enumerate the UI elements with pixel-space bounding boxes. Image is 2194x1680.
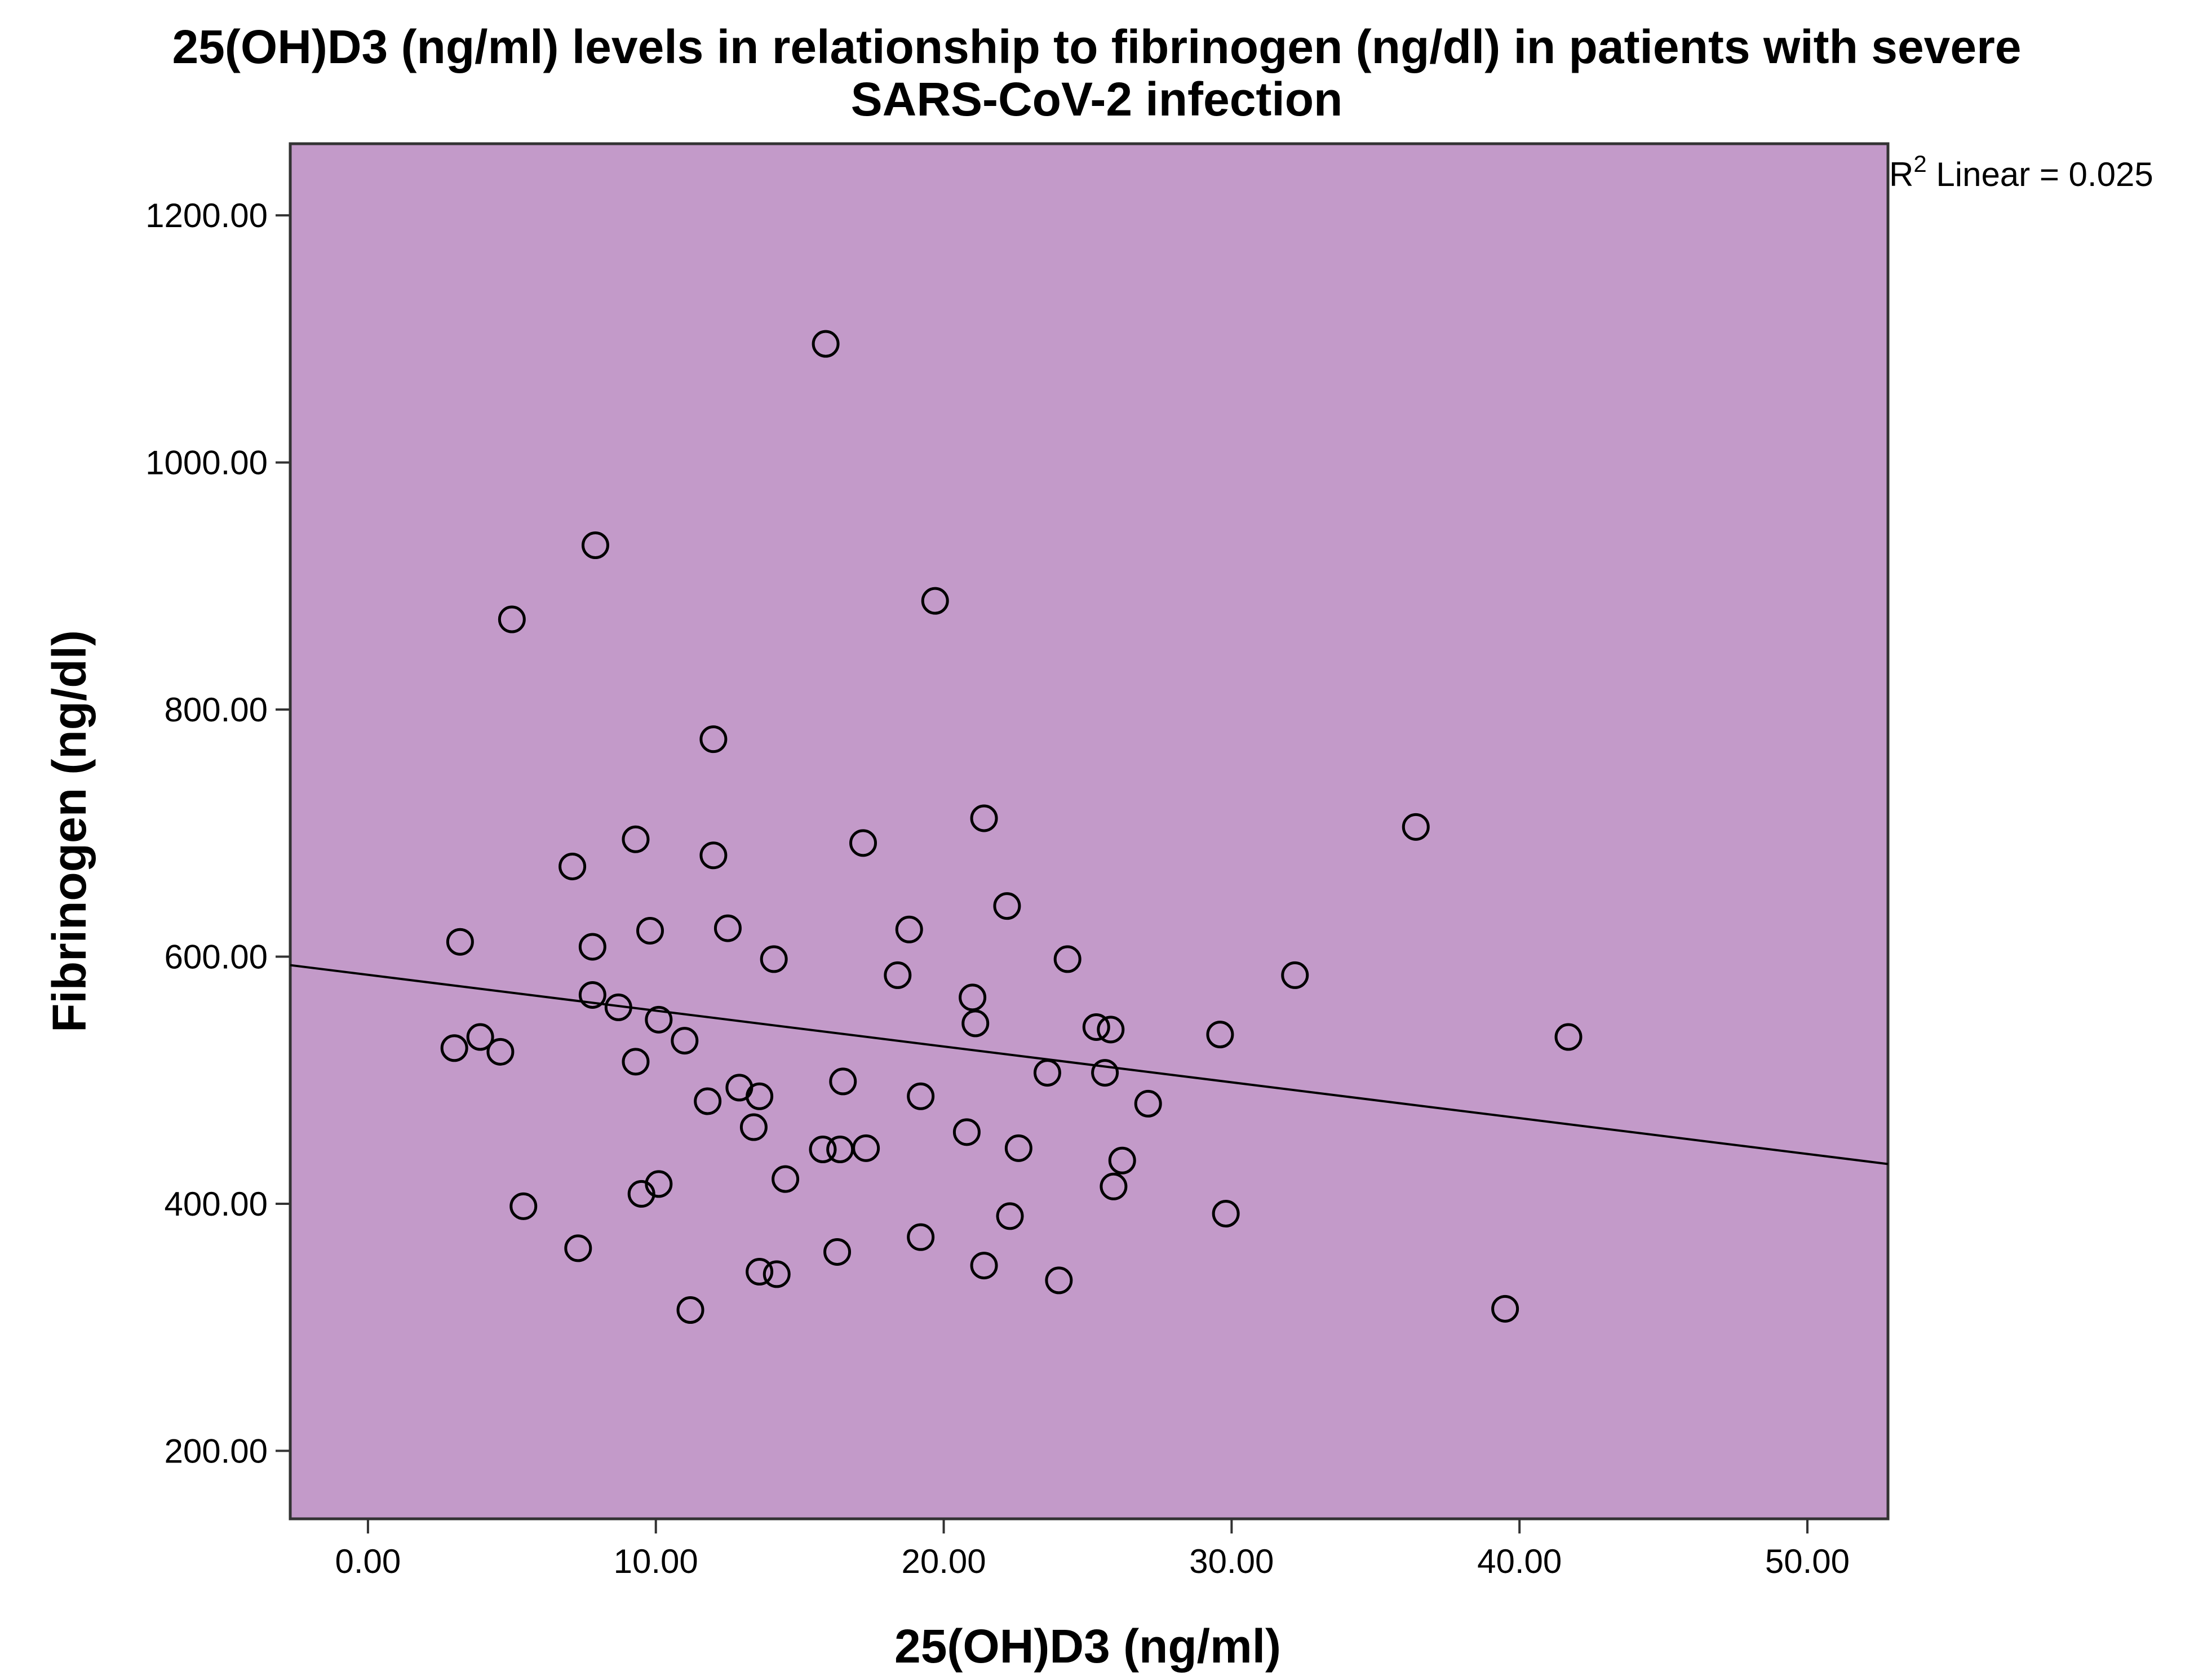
data-point [699, 841, 728, 870]
data-point [1045, 1266, 1073, 1295]
data-point [486, 1038, 515, 1066]
data-point [849, 829, 877, 857]
data-point [446, 928, 474, 956]
r2-superscript: 2 [1913, 150, 1926, 177]
data-point [907, 1223, 935, 1251]
data-point [559, 852, 587, 880]
data-point [1082, 1013, 1110, 1041]
data-point [509, 1192, 538, 1220]
data-point [996, 1202, 1024, 1230]
data-point [1554, 1023, 1583, 1051]
x-tick-label: 0.00 [335, 1542, 401, 1580]
data-point [1281, 961, 1309, 989]
x-tick-label: 40.00 [1477, 1542, 1562, 1580]
chart-title-line-1: 25(OH)D3 (ng/ml) levels in relationship … [172, 20, 2021, 73]
data-point [440, 1034, 468, 1062]
data-point [809, 1136, 837, 1164]
fit-line-group [290, 964, 1889, 1165]
data-point [952, 1118, 981, 1146]
data-point [622, 1048, 650, 1076]
data-point [498, 605, 526, 633]
y-tick-label: 200.00 [164, 1432, 268, 1470]
r2-prefix: R [1889, 156, 1913, 193]
data-point [1402, 813, 1430, 841]
data-point [1091, 1059, 1119, 1087]
data-point [895, 915, 923, 943]
data-point [772, 1165, 800, 1193]
data-point [627, 1180, 655, 1208]
data-point [739, 1113, 768, 1141]
chart-title-line-2: SARS-CoV-2 infection [851, 73, 1343, 126]
x-axis-label: 25(OH)D3 (ng/ml) [894, 1620, 1281, 1673]
x-tick-label: 30.00 [1189, 1542, 1274, 1580]
data-point [812, 330, 840, 358]
data-point [1100, 1172, 1128, 1200]
data-point [760, 945, 788, 973]
x-tick-label: 10.00 [614, 1542, 698, 1580]
data-point [604, 993, 632, 1021]
data-point [1212, 1200, 1240, 1228]
data-point [636, 916, 664, 945]
data-point [699, 725, 728, 753]
y-tick-label: 800.00 [164, 691, 268, 729]
data-point [676, 1296, 704, 1324]
x-tick-label: 20.00 [901, 1542, 986, 1580]
data-point [1053, 945, 1082, 973]
data-point [763, 1260, 791, 1288]
plot-area [289, 142, 1890, 1521]
data-point [1004, 1134, 1032, 1162]
data-point [993, 892, 1021, 920]
y-tick-label: 400.00 [164, 1185, 268, 1223]
y-tick-label: 1000.00 [145, 444, 268, 482]
r2-annotation: R2 Linear = 0.025 [1889, 150, 2153, 193]
y-tick-label: 600.00 [164, 938, 268, 976]
data-point [578, 981, 606, 1009]
x-tick-label: 50.00 [1765, 1542, 1850, 1580]
data-point [1108, 1146, 1136, 1174]
data-point [1491, 1295, 1519, 1323]
y-axis-label: Fibrinogen (ng/dl) [43, 630, 96, 1032]
y-tick-label: 1200.00 [145, 197, 268, 234]
data-point [829, 1067, 857, 1096]
data-point [746, 1082, 774, 1110]
data-point [1206, 1021, 1234, 1049]
data-point [581, 531, 609, 559]
data-point [746, 1258, 774, 1286]
data-points [440, 330, 1583, 1324]
data-point [959, 983, 987, 1012]
data-point [907, 1082, 935, 1110]
data-point [645, 1005, 673, 1034]
data-point [645, 1170, 673, 1198]
data-point [694, 1087, 722, 1115]
data-point [884, 961, 912, 989]
data-point [622, 825, 650, 853]
data-point [1134, 1089, 1162, 1118]
data-point [564, 1234, 592, 1262]
r2-value-text: Linear = 0.025 [1927, 156, 2153, 193]
data-point [713, 914, 742, 942]
data-point [578, 933, 606, 961]
data-point [970, 804, 998, 832]
x-axis: 0.00 10.00 20.00 30.00 40.00 50.00 [335, 1519, 1850, 1580]
data-point [970, 1252, 998, 1280]
data-point [466, 1023, 494, 1051]
y-axis: 200.00 400.00 600.00 800.00 1000.00 1200.00 [145, 197, 290, 1470]
data-point [921, 587, 949, 615]
data-point [1097, 1016, 1125, 1044]
data-point [961, 1009, 990, 1038]
linear-fit-line [290, 964, 1889, 1165]
data-point [1033, 1059, 1061, 1087]
data-point [852, 1134, 880, 1162]
data-point [671, 1027, 699, 1055]
data-point [823, 1238, 852, 1266]
